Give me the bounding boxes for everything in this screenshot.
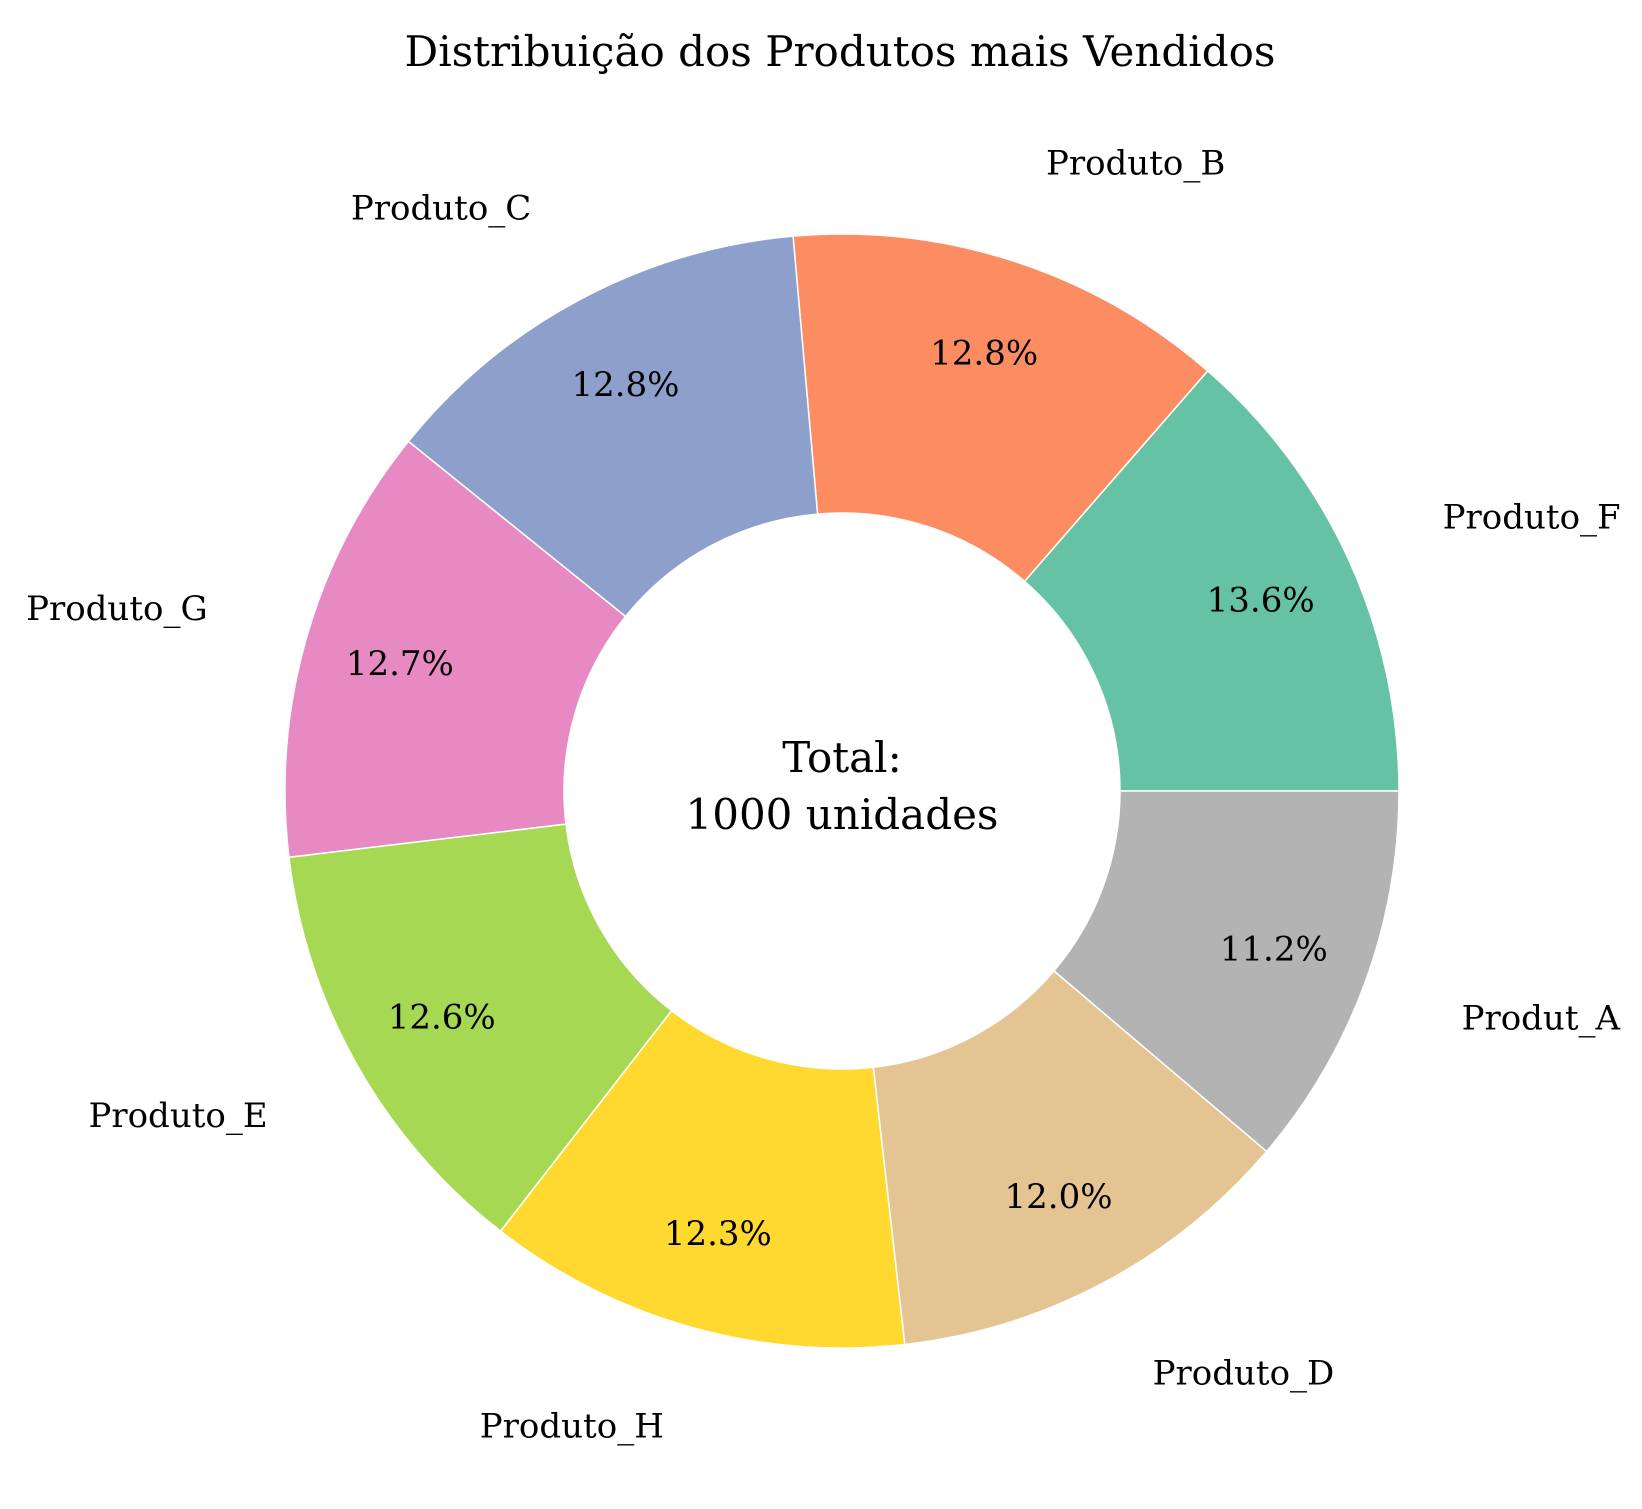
labels-layer: 13.6% Produto_F 12.8% Produto_B 12.8% Produto… — [26, 143, 1621, 1446]
center-total-value: 1000 unidades — [686, 790, 999, 839]
percent-label-produto-g: 12.7% — [346, 644, 454, 684]
percent-label-produto-b: 12.8% — [930, 334, 1038, 374]
slice-produto-d — [872, 969, 1268, 1346]
percent-label-produto-h: 12.3% — [664, 1214, 772, 1254]
slice-produto-e — [288, 823, 673, 1233]
slice-produto-b — [792, 233, 1209, 583]
percent-label-produto-c: 12.8% — [571, 365, 679, 405]
category-label-produto-h: Produto_H — [480, 1407, 664, 1447]
percent-label-produto-f: 13.6% — [1207, 580, 1315, 620]
percent-label-produto-e: 12.6% — [388, 998, 496, 1038]
slice-produt-a — [1052, 790, 1400, 1153]
slices-layer — [284, 233, 1400, 1349]
chart-title: Distribuição dos Produtos mais Vendidos — [405, 27, 1276, 76]
slice-produto-g — [284, 440, 627, 859]
category-label-produt-a: Produt_A — [1462, 998, 1621, 1038]
category-label-produto-d: Produto_D — [1153, 1353, 1335, 1393]
percent-label-produt-a: 11.2% — [1220, 930, 1328, 970]
category-label-produto-g: Produto_G — [26, 589, 208, 629]
category-label-produto-e: Produto_E — [88, 1096, 267, 1136]
percent-label-produto-d: 12.0% — [1005, 1177, 1113, 1217]
slice-produto-f — [1023, 369, 1400, 792]
category-label-produto-f: Produto_F — [1443, 498, 1621, 538]
slice-produto-c — [407, 235, 819, 618]
category-label-produto-b: Produto_B — [1046, 143, 1225, 183]
category-label-produto-c: Produto_C — [351, 189, 531, 229]
slice-produto-h — [499, 1009, 906, 1349]
center-total-label: Total: — [782, 733, 902, 782]
